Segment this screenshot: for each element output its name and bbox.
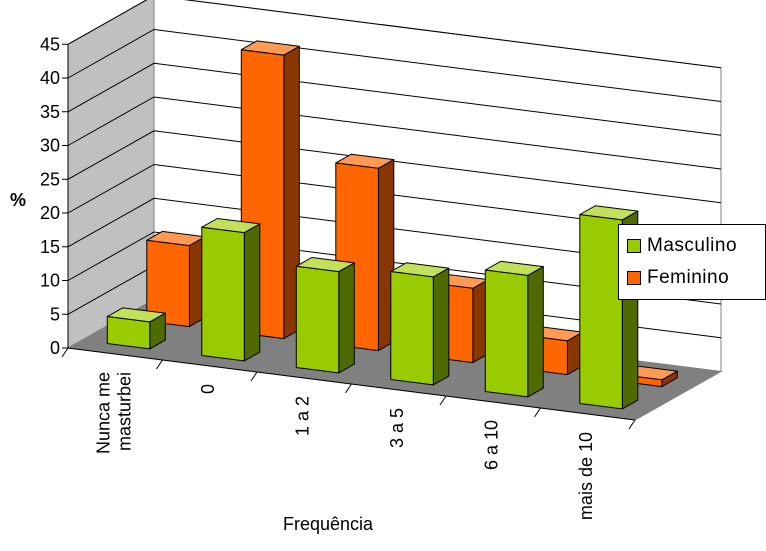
bar-front	[390, 271, 434, 386]
legend: Masculino Feminino	[618, 224, 766, 300]
bar-top	[335, 153, 395, 169]
bar-top	[390, 262, 450, 278]
bar-feminino-0	[146, 230, 206, 328]
x-tick-label: 3 a 5	[387, 408, 407, 448]
y-axis-label: %	[10, 190, 26, 210]
bar-masculino-2	[295, 257, 355, 374]
bar-side	[243, 223, 261, 362]
x-tick	[156, 359, 163, 370]
legend-item-masculino: Masculino	[627, 235, 737, 257]
x-tick	[61, 347, 69, 358]
bar-front	[201, 226, 245, 362]
y-tick-label: 35	[40, 102, 60, 122]
x-tick	[250, 371, 258, 382]
gridline	[67, 130, 722, 204]
bar-masculino-1	[201, 218, 261, 362]
bar-side	[432, 267, 450, 386]
y-tick-label: 30	[40, 136, 60, 156]
gridline	[67, 96, 722, 170]
legend-label: Masculino	[647, 235, 738, 256]
bar-front	[579, 214, 623, 410]
y-tick-label: 25	[40, 169, 60, 189]
legend-swatch-feminino	[627, 271, 641, 285]
x-tick-label: Nunca memasturbei	[93, 372, 134, 454]
gridline	[67, 28, 722, 102]
gridline	[67, 163, 722, 237]
x-tick-label: 0	[198, 384, 218, 394]
bar-front	[295, 265, 340, 374]
bar-top	[240, 40, 300, 56]
y-tick-label: 10	[40, 271, 60, 291]
bars	[106, 40, 678, 410]
gridline	[67, 197, 722, 271]
bar-front	[484, 269, 529, 398]
x-axis-ticks: Nunca memasturbei 0 1 a 2 3 a 5 6 a 10 mais d…	[61, 347, 636, 520]
gridline	[67, 62, 722, 136]
y-tick-label: 15	[40, 237, 60, 257]
bar-masculino-4	[484, 260, 544, 398]
bar-top	[484, 260, 544, 276]
x-tick-label: mais de 10	[576, 432, 596, 520]
bar-top	[579, 205, 639, 221]
legend-swatch-masculino	[627, 239, 641, 253]
x-axis-label: Frequência	[283, 514, 374, 534]
y-tick-label: 5	[50, 304, 60, 324]
bar-side	[527, 266, 544, 398]
gridline	[67, 0, 722, 69]
x-tick	[345, 383, 352, 394]
y-tick-label: 45	[40, 34, 60, 54]
x-tick-label: 6 a 10	[481, 420, 501, 470]
legend-label: Feminino	[647, 267, 730, 288]
y-axis-ticks: 0 5 10 15 20 25 30 35 40 45	[40, 34, 69, 358]
x-tick	[439, 395, 447, 406]
gridlines	[67, 0, 722, 339]
bar-top	[201, 218, 261, 234]
x-tick	[534, 407, 541, 418]
x-tick	[628, 419, 636, 430]
legend-item-feminino: Feminino	[627, 267, 729, 289]
bar-masculino-3	[390, 262, 450, 386]
bar-masculino-0	[106, 307, 166, 350]
x-tick-label: 1 a 2	[292, 396, 312, 436]
y-tick-label: 20	[40, 203, 60, 223]
bar-top	[295, 257, 355, 273]
bar-side	[338, 262, 355, 374]
y-tick-label: 0	[50, 338, 60, 358]
y-tick-label: 40	[40, 68, 60, 88]
bar-top	[106, 307, 166, 323]
side-wall	[67, 0, 155, 349]
